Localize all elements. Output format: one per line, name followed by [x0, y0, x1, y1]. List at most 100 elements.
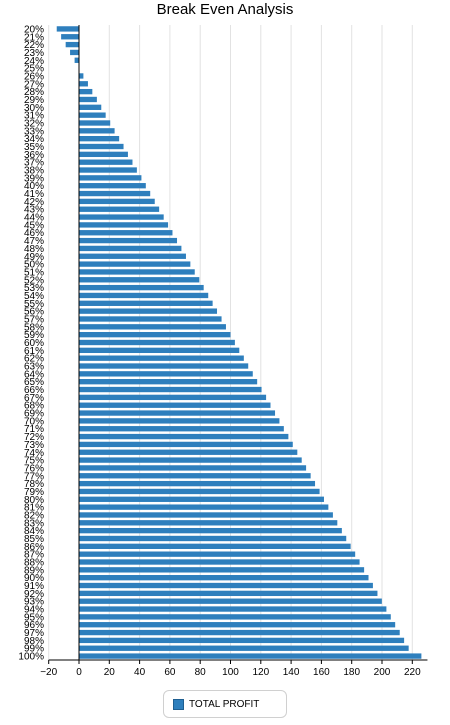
bar-73%[interactable]: [79, 441, 293, 448]
bar-31%[interactable]: [79, 112, 106, 118]
bar-75%[interactable]: [79, 457, 302, 463]
bar-38%[interactable]: [79, 167, 137, 173]
bar-77%[interactable]: [79, 473, 311, 479]
bar-64%[interactable]: [79, 371, 253, 377]
bar-83%[interactable]: [79, 520, 338, 526]
chart-title: Break Even Analysis: [156, 1, 294, 18]
category-label-36%: 36%: [24, 150, 44, 161]
bar-85%[interactable]: [79, 535, 347, 542]
bar-71%[interactable]: [79, 426, 284, 432]
bar-66%[interactable]: [79, 386, 262, 393]
bar-30%[interactable]: [79, 104, 102, 110]
bar-49%[interactable]: [79, 253, 186, 259]
bar-65%[interactable]: [79, 379, 258, 385]
category-label-47%: 47%: [24, 236, 44, 247]
bar-72%[interactable]: [79, 433, 289, 440]
bar-44%[interactable]: [79, 214, 164, 220]
category-label-75%: 75%: [24, 456, 44, 467]
bar-91%[interactable]: [79, 582, 373, 589]
bar-26%[interactable]: [79, 73, 84, 79]
bar-52%[interactable]: [79, 277, 200, 283]
bar-24%[interactable]: [74, 57, 79, 63]
bar-33%[interactable]: [79, 128, 115, 134]
category-label-35%: 35%: [24, 142, 44, 153]
bar-80%[interactable]: [79, 496, 324, 502]
bar-32%[interactable]: [79, 120, 111, 126]
bar-29%[interactable]: [79, 96, 97, 103]
bar-62%[interactable]: [79, 355, 244, 361]
bar-35%[interactable]: [79, 143, 124, 150]
bar-22%[interactable]: [65, 41, 79, 48]
bar-37%[interactable]: [79, 159, 133, 165]
bar-57%[interactable]: [79, 316, 222, 322]
bar-41%[interactable]: [79, 190, 151, 197]
x-tick-label-7: 120: [252, 667, 269, 678]
legend[interactable]: TOTAL PROFIT: [163, 690, 287, 718]
bar-100%[interactable]: [79, 653, 422, 659]
bar-68%[interactable]: [79, 402, 271, 408]
bar-56%[interactable]: [79, 308, 218, 314]
bar-34%[interactable]: [79, 136, 120, 142]
category-label-69%: 69%: [24, 409, 44, 420]
bar-74%[interactable]: [79, 449, 298, 455]
bar-50%[interactable]: [79, 261, 191, 267]
bar-78%[interactable]: [79, 480, 316, 487]
category-label-33%: 33%: [24, 126, 44, 137]
bar-28%[interactable]: [79, 88, 93, 95]
category-label-50%: 50%: [24, 260, 44, 271]
category-label-82%: 82%: [24, 510, 44, 521]
bar-90%[interactable]: [79, 575, 369, 581]
bar-89%[interactable]: [79, 567, 365, 573]
bar-48%[interactable]: [79, 245, 182, 252]
bar-76%[interactable]: [79, 465, 307, 471]
bar-88%[interactable]: [79, 559, 360, 565]
category-label-32%: 32%: [24, 118, 44, 129]
bar-92%[interactable]: [79, 590, 378, 597]
bar-42%[interactable]: [79, 198, 155, 205]
bar-46%[interactable]: [79, 230, 173, 236]
bar-67%[interactable]: [79, 394, 267, 401]
bar-53%[interactable]: [79, 284, 204, 291]
bar-98%[interactable]: [79, 637, 405, 644]
bar-54%[interactable]: [79, 292, 209, 299]
bar-39%[interactable]: [79, 175, 142, 181]
bar-99%[interactable]: [79, 645, 409, 651]
category-label-66%: 66%: [24, 385, 44, 396]
bar-20%[interactable]: [56, 26, 79, 32]
bar-82%[interactable]: [79, 512, 333, 518]
bar-36%[interactable]: [79, 151, 128, 158]
bar-43%[interactable]: [79, 206, 160, 212]
category-label-30%: 30%: [24, 103, 44, 114]
bar-21%[interactable]: [61, 34, 79, 40]
bar-81%[interactable]: [79, 504, 329, 510]
category-label-94%: 94%: [24, 605, 44, 616]
bar-86%[interactable]: [79, 543, 351, 549]
bar-84%[interactable]: [79, 527, 342, 534]
bar-55%[interactable]: [79, 300, 213, 306]
x-tick-label-3: 40: [134, 667, 146, 678]
bar-69%[interactable]: [79, 410, 276, 416]
bar-70%[interactable]: [79, 418, 280, 424]
bar-47%[interactable]: [79, 237, 178, 244]
bar-93%[interactable]: [79, 598, 382, 604]
bar-45%[interactable]: [79, 222, 169, 228]
bar-59%[interactable]: [79, 331, 231, 338]
bar-40%[interactable]: [79, 183, 146, 189]
bar-60%[interactable]: [79, 339, 235, 346]
bar-94%[interactable]: [79, 606, 387, 612]
bar-79%[interactable]: [79, 488, 320, 495]
bar-87%[interactable]: [79, 551, 356, 557]
bar-61%[interactable]: [79, 347, 240, 354]
bar-97%[interactable]: [79, 629, 400, 636]
bar-63%[interactable]: [79, 363, 249, 369]
category-label-78%: 78%: [24, 479, 44, 490]
bar-27%[interactable]: [79, 81, 88, 87]
bar-96%[interactable]: [79, 622, 396, 628]
bar-58%[interactable]: [79, 324, 226, 330]
category-label-31%: 31%: [24, 111, 44, 122]
category-label-52%: 52%: [24, 275, 44, 286]
bar-51%[interactable]: [79, 269, 195, 275]
bar-95%[interactable]: [79, 614, 391, 620]
bar-23%[interactable]: [70, 49, 79, 56]
